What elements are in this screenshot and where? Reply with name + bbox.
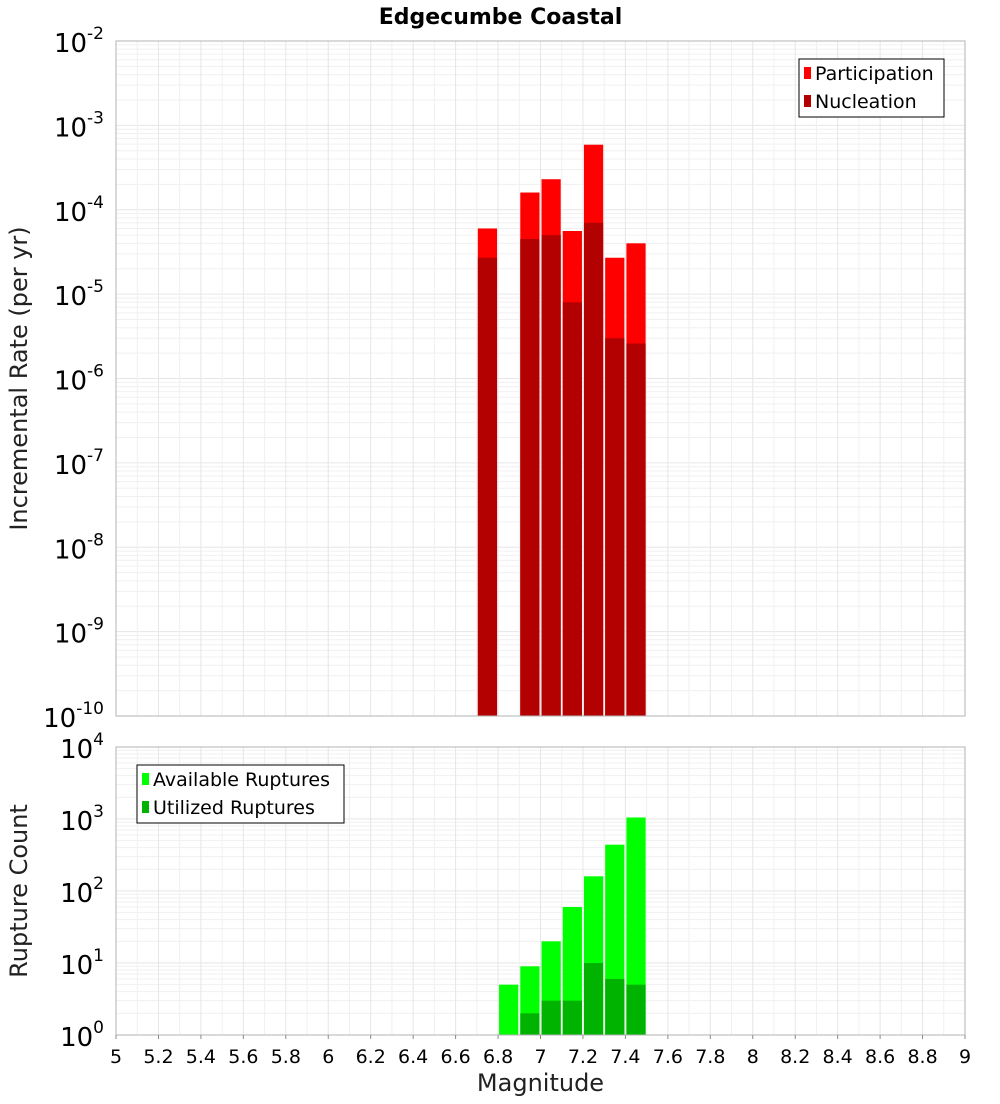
legend-swatch xyxy=(804,95,811,107)
y-tick-label: 100 xyxy=(60,1018,104,1053)
legend-label: Nucleation xyxy=(815,91,917,113)
bar-nucleation-6.95 xyxy=(520,239,540,716)
y-axis-label: Rupture Count xyxy=(5,804,33,978)
x-tick-label: 6.8 xyxy=(483,1046,513,1068)
bar-utilized-ruptures-7.15 xyxy=(562,1000,582,1035)
x-tick-label: 7.8 xyxy=(695,1046,725,1068)
legend-box xyxy=(136,764,345,824)
x-tick-label: 8.4 xyxy=(823,1046,853,1068)
x-tick-label: 6.2 xyxy=(356,1046,386,1068)
legend: Participation Nucleation xyxy=(798,58,945,118)
bar-available-ruptures-6.85 xyxy=(499,984,519,1035)
panel-rate: 10-10 10-9 10-8 10-7 10-6 10-5 10-4 10-3 10-2 Inc… xyxy=(5,5,966,734)
y-tick-label: 10-3 xyxy=(54,108,104,143)
legend: Available Ruptures Utilized Ruptures xyxy=(136,764,345,824)
bar-utilized-ruptures-7.35 xyxy=(605,978,625,1035)
x-axis-label: Magnitude xyxy=(477,1069,604,1097)
bar-nucleation-7.35 xyxy=(605,338,625,716)
x-tick-label: 7.6 xyxy=(653,1046,683,1068)
legend-label: Utilized Ruptures xyxy=(153,797,315,819)
x-tick-label: 8.8 xyxy=(907,1046,937,1068)
x-tick-label: 9 xyxy=(959,1046,971,1068)
x-tick-label: 8.6 xyxy=(865,1046,895,1068)
y-tick-label: 10-9 xyxy=(54,615,104,650)
legend-swatch xyxy=(142,773,149,785)
bar-utilized-ruptures-7.25 xyxy=(583,963,604,1035)
x-tick-label: 5.8 xyxy=(271,1046,301,1068)
bar-available-ruptures-7.45 xyxy=(626,817,646,1035)
x-tick-label: 5.4 xyxy=(186,1046,216,1068)
x-tick-label: 6.4 xyxy=(398,1046,428,1068)
y-tick-label: 104 xyxy=(60,730,104,765)
x-tick-label: 8 xyxy=(747,1046,759,1068)
y-tick-label: 10-4 xyxy=(54,193,104,228)
bar-nucleation-7.25 xyxy=(583,222,604,716)
y-tick-label: 10-6 xyxy=(54,362,104,397)
legend-box xyxy=(798,58,945,118)
y-tick-label: 10-10 xyxy=(43,699,104,734)
x-tick-label: 7.4 xyxy=(610,1046,640,1068)
bar-nucleation-7.15 xyxy=(562,302,582,716)
bar-nucleation-7.45 xyxy=(626,343,646,716)
y-tick-label: 10-8 xyxy=(54,530,104,565)
x-tick-label: 6.6 xyxy=(440,1046,470,1068)
legend-swatch xyxy=(142,801,149,813)
x-tick-label: 5.6 xyxy=(228,1046,258,1068)
legend-label: Available Ruptures xyxy=(153,769,330,791)
bar-nucleation-6.75 xyxy=(477,257,498,716)
y-tick-label: 10-2 xyxy=(54,24,104,59)
bar-utilized-ruptures-7.05 xyxy=(541,1000,561,1035)
y-tick-label: 103 xyxy=(60,802,104,837)
bar-nucleation-7.05 xyxy=(541,235,561,716)
x-tick-label: 8.2 xyxy=(780,1046,810,1068)
bar-utilized-ruptures-7.45 xyxy=(626,984,646,1035)
legend-swatch xyxy=(804,67,811,79)
x-tick-label: 5.2 xyxy=(143,1046,173,1068)
plot-frame xyxy=(115,40,966,717)
chart-title: Edgecumbe Coastal xyxy=(379,5,623,30)
x-tick-label: 6 xyxy=(322,1046,334,1068)
bar-utilized-ruptures-6.95 xyxy=(520,1013,540,1035)
y-tick-label: 10-5 xyxy=(54,277,104,312)
y-tick-label: 101 xyxy=(60,946,104,981)
panel-count: 100 101 102 103 104 Rupture Count Available Ru… xyxy=(5,730,971,1097)
legend-label: Participation xyxy=(815,63,934,85)
y-axis-label: Incremental Rate (per yr) xyxy=(5,226,33,530)
y-tick-label: 10-7 xyxy=(54,446,104,481)
x-tick-label: 5 xyxy=(110,1046,122,1068)
y-tick-label: 102 xyxy=(60,874,104,909)
x-tick-label: 7.2 xyxy=(568,1046,598,1068)
x-tick-label: 7 xyxy=(534,1046,546,1068)
